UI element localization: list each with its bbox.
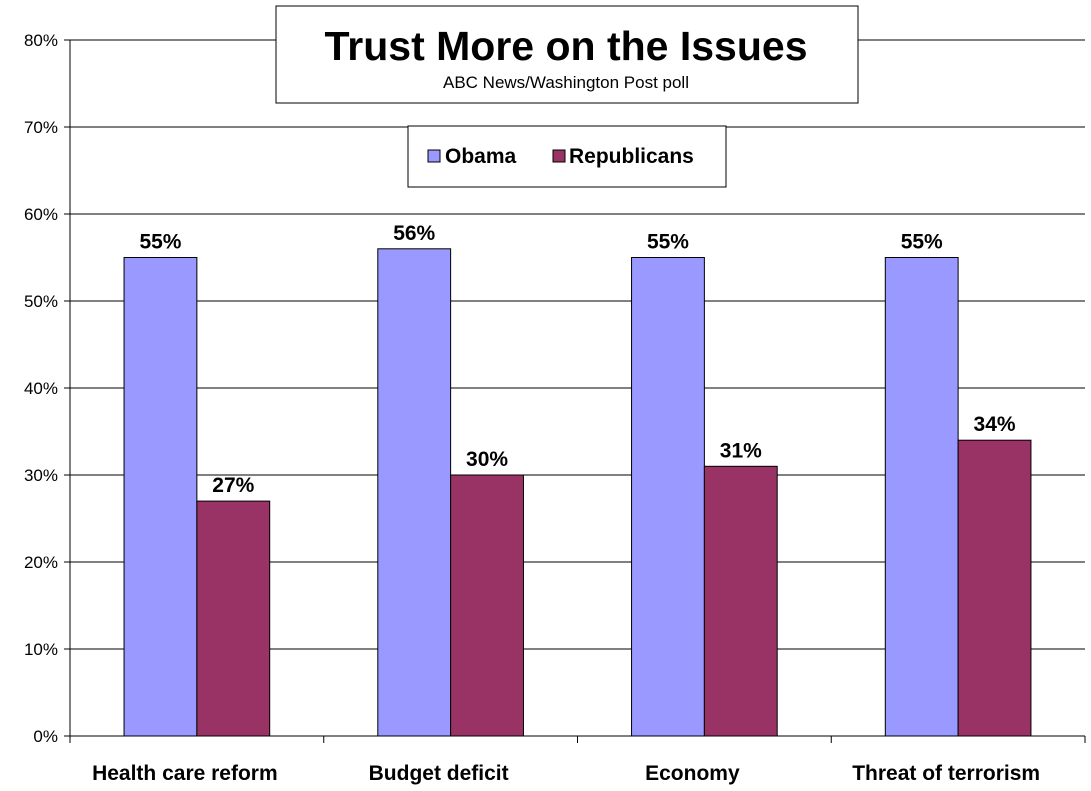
- y-tick-label: 30%: [24, 466, 58, 485]
- legend-swatch-obama: [427, 149, 441, 163]
- data-labels: 55% 27% 56% 30% 55% 31% 55% 34%: [139, 222, 1015, 497]
- x-tick-label: Budget deficit: [369, 762, 509, 785]
- x-tick-label: Health care reform: [92, 762, 278, 785]
- y-tick-label: 40%: [24, 379, 58, 398]
- bars: [123, 248, 1032, 737]
- legend-label-republicans: Republicans: [569, 145, 694, 168]
- bar-obama-1: [377, 248, 452, 737]
- bar-obama-0: [123, 257, 198, 737]
- y-tick-label: 50%: [24, 292, 58, 311]
- legend: Obama Republicans: [407, 125, 727, 188]
- legend-label-obama: Obama: [445, 145, 517, 168]
- data-label: 27%: [212, 474, 254, 497]
- data-label: 56%: [393, 222, 435, 245]
- data-label: 34%: [974, 413, 1016, 436]
- data-label: 30%: [466, 448, 508, 471]
- y-tick-label: 80%: [24, 31, 58, 50]
- data-label: 55%: [901, 231, 943, 254]
- bar-obama-2: [631, 257, 705, 737]
- axes: 0% 10% 20% 30% 40% 50% 60% 70% 80% Health care re…: [24, 31, 1086, 785]
- title-box-frame: [275, 5, 859, 104]
- data-label: 55%: [139, 231, 181, 254]
- bar-republicans-1: [450, 474, 524, 737]
- x-tick-label: Economy: [645, 762, 740, 785]
- y-tick-label: 10%: [24, 640, 58, 659]
- title-box: Trust More on the Issues ABC News/Washin…: [275, 5, 859, 104]
- data-label: 55%: [647, 231, 689, 254]
- bar-republicans-0: [196, 500, 271, 737]
- y-tick-label: 20%: [24, 553, 58, 572]
- bar-republicans-2: [703, 465, 778, 737]
- y-tick-label: 70%: [24, 118, 58, 137]
- chart-title: Trust More on the Issues: [325, 23, 808, 69]
- legend-frame: [407, 125, 727, 188]
- y-tick-label: 60%: [24, 205, 58, 224]
- bar-republicans-3: [957, 439, 1032, 737]
- y-tick-label: 0%: [33, 727, 58, 746]
- x-tick-label: Threat of terrorism: [852, 762, 1040, 785]
- legend-swatch-republicans: [552, 149, 566, 163]
- bar-obama-3: [884, 257, 959, 737]
- data-label: 31%: [720, 439, 762, 462]
- chart-subtitle: ABC News/Washington Post poll: [443, 73, 689, 92]
